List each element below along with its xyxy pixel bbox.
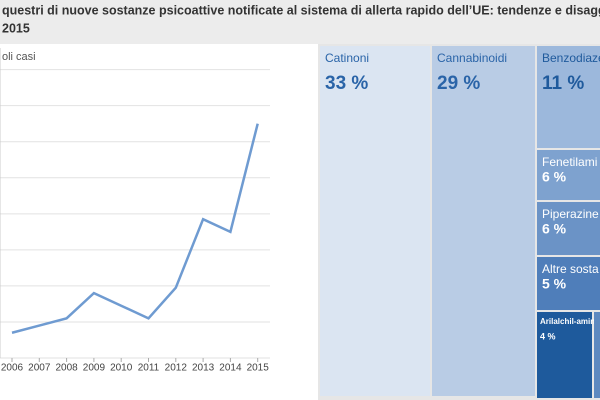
x-tick-label: 2013 [192, 363, 215, 374]
cell-label: Benzodiaze [542, 51, 600, 65]
cell-value: 5 % [542, 276, 567, 292]
cell-value: 6 % [542, 221, 567, 237]
treemap-cell [537, 150, 600, 200]
x-tick-label: 2008 [55, 363, 78, 374]
cell-value: 6 % [542, 169, 567, 185]
treemap-cell [537, 46, 600, 148]
treemap-cell [537, 312, 592, 398]
x-tick-label: 2011 [138, 363, 160, 374]
cell-label: Arilalchil-amine [540, 317, 600, 326]
treemap-cell-partial [594, 312, 600, 398]
title-line: questri di nuove sostanze psicoattive no… [2, 3, 600, 17]
cell-label: Altre sosta [542, 262, 599, 276]
cell-label: Piperazine [542, 207, 599, 221]
treemap-cell [537, 202, 600, 255]
cell-label: Catinoni [325, 51, 369, 65]
cell-label: Cannabinoidi [437, 51, 507, 65]
x-tick-label: 2009 [83, 363, 106, 374]
x-tick-label: 2015 [247, 363, 270, 374]
title-line: 2015 [2, 21, 30, 35]
title-band [0, 0, 600, 44]
cell-label: Fenetilami [542, 155, 597, 169]
treemap-cell [432, 46, 535, 396]
line-series [11, 123, 259, 334]
x-tick-label: 2006 [1, 363, 24, 374]
cell-value: 33 % [325, 73, 368, 94]
cell-value: 4 % [540, 331, 556, 341]
cell-value: 29 % [437, 73, 480, 94]
treemap-cell [537, 257, 600, 310]
x-tick-label: 2007 [28, 363, 51, 374]
x-tick-label: 2014 [219, 363, 242, 374]
x-tick-label: 2012 [165, 363, 188, 374]
x-tick-label: 2010 [110, 363, 133, 374]
treemap-cell [320, 46, 430, 396]
cell-value: 11 % [542, 73, 584, 94]
y-axis-label: oli casi [2, 51, 36, 63]
